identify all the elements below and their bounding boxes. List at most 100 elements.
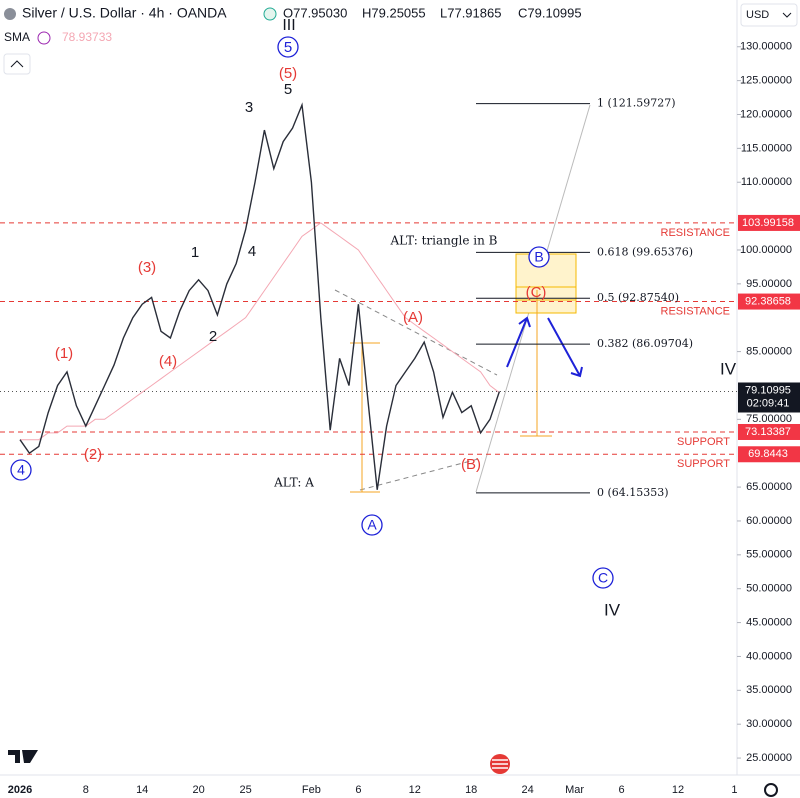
y-tick-label: 65.00000: [746, 481, 792, 493]
wave-label: 5: [284, 39, 292, 56]
wave-label: B: [534, 249, 543, 265]
level-label: RESISTANCE: [661, 227, 730, 239]
y-tick-label: 75.00000: [746, 413, 792, 425]
wave-circle: [361, 514, 383, 536]
wave-label: (4): [159, 353, 177, 370]
wave-label: IV: [604, 600, 621, 619]
wave-label: (2): [84, 446, 102, 463]
price-tag-label: 92.38658: [745, 295, 791, 307]
fib-label: 0.618 (99.65376): [597, 245, 693, 258]
wave-label: C: [598, 570, 608, 586]
countdown: 02:09:41: [747, 397, 790, 409]
x-tick-label: 1: [731, 784, 737, 796]
wave-circle: [277, 36, 299, 58]
wave-circle: [528, 246, 550, 268]
wave-label: (B): [461, 456, 481, 473]
measure-c: [520, 290, 552, 437]
y-tick-label: 120.00000: [740, 108, 792, 120]
y-tick-label: 95.00000: [746, 278, 792, 290]
wave-label: 2: [209, 328, 217, 345]
wave-label: A: [367, 517, 377, 533]
y-tick-label: 85.00000: [746, 346, 792, 358]
y-tick-label: 40.00000: [746, 650, 792, 662]
x-tick-label: Feb: [302, 784, 321, 796]
wave-label: 4: [248, 243, 256, 260]
wave-label: ALT: triangle in B: [389, 234, 497, 248]
status-dot: [263, 7, 277, 21]
last-price-tag: [738, 382, 800, 413]
price-tag: [738, 423, 800, 440]
x-tick-label: 25: [239, 784, 251, 796]
wave-label: ALT: A: [273, 476, 314, 490]
indicator-value: 78.93733: [62, 30, 112, 44]
triangle-lower: [359, 457, 483, 491]
wave-label: IV: [720, 359, 737, 378]
ohlc-low: L77.91865: [440, 5, 501, 20]
level-label: RESISTANCE: [661, 305, 730, 317]
price-tag-label: 73.13387: [745, 426, 791, 438]
fib-label: 0 (64.15353): [597, 486, 669, 499]
price-line: [19, 102, 501, 490]
symbol-icon: [4, 8, 16, 20]
event-flag-stripes: [492, 759, 508, 769]
level-label: SUPPORT: [677, 458, 730, 470]
x-tick-label: 24: [521, 784, 533, 796]
wave-label: 4: [17, 462, 25, 478]
currency-button[interactable]: [740, 3, 798, 27]
y-tick-label: 100.00000: [740, 244, 792, 256]
fib-label: 0.5 (92.87540): [597, 291, 679, 304]
x-tick-label: 8: [83, 784, 89, 796]
wave-label: (3): [138, 259, 156, 276]
wave-label: (5): [279, 65, 297, 82]
wave-label: 5: [284, 81, 292, 98]
x-tick-label: 12: [409, 784, 421, 796]
x-tick-label: 18: [465, 784, 477, 796]
wave-label: (C): [526, 284, 547, 301]
fib-label: 1 (121.59727): [597, 97, 676, 110]
x-tick-label: 6: [619, 784, 625, 796]
ohlc-open: O77.95030: [283, 5, 347, 20]
tradingview-logo[interactable]: [8, 750, 38, 763]
x-tick-label: 6: [355, 784, 361, 796]
y-tick-label: 130.00000: [740, 41, 792, 53]
y-tick-label: 30.00000: [746, 718, 792, 730]
price-tag: [738, 214, 800, 231]
wave-label: (A): [403, 309, 423, 326]
wave-label: (1): [55, 345, 73, 362]
wave-label: 1: [191, 244, 199, 261]
ohlc-high: H79.25055: [362, 5, 426, 20]
x-tick-label: 14: [136, 784, 148, 796]
indicator-name[interactable]: SMA: [4, 30, 30, 44]
collapse-button[interactable]: [3, 53, 31, 75]
y-tick-label: 110.00000: [741, 176, 792, 188]
wave-circle: [592, 567, 614, 589]
y-tick-label: 125.00000: [740, 75, 792, 87]
fib-label: 0.382 (86.09704): [597, 337, 693, 350]
settings-icon[interactable]: [764, 783, 778, 797]
y-tick-label: 50.00000: [746, 583, 792, 595]
x-tick-label: 12: [672, 784, 684, 796]
triangle-upper: [334, 289, 498, 376]
y-tick-label: 55.00000: [746, 549, 792, 561]
price-tag: [738, 446, 800, 463]
price-tag-label: 103.99158: [742, 217, 794, 229]
ohlc-close: C79.10995: [518, 5, 582, 20]
y-tick-label: 45.00000: [746, 616, 792, 628]
sma-line: [20, 222, 500, 441]
arrow-up: [506, 316, 531, 368]
last-price-label: 79.10995: [745, 384, 791, 396]
collapse-icon: [10, 60, 24, 68]
y-tick-label: 25.00000: [746, 752, 792, 764]
currency-caret: [782, 12, 792, 18]
price-tag-label: 69.8443: [748, 448, 788, 460]
y-tick-label: 60.00000: [746, 515, 792, 527]
x-tick-label: 2026: [8, 784, 32, 796]
indicator-icon[interactable]: [37, 31, 51, 45]
wave-circle: [10, 459, 32, 481]
x-tick-label: 20: [192, 784, 204, 796]
x-tick-label: Mar: [565, 784, 584, 796]
level-label: SUPPORT: [677, 436, 730, 448]
arrow-down: [547, 317, 583, 378]
